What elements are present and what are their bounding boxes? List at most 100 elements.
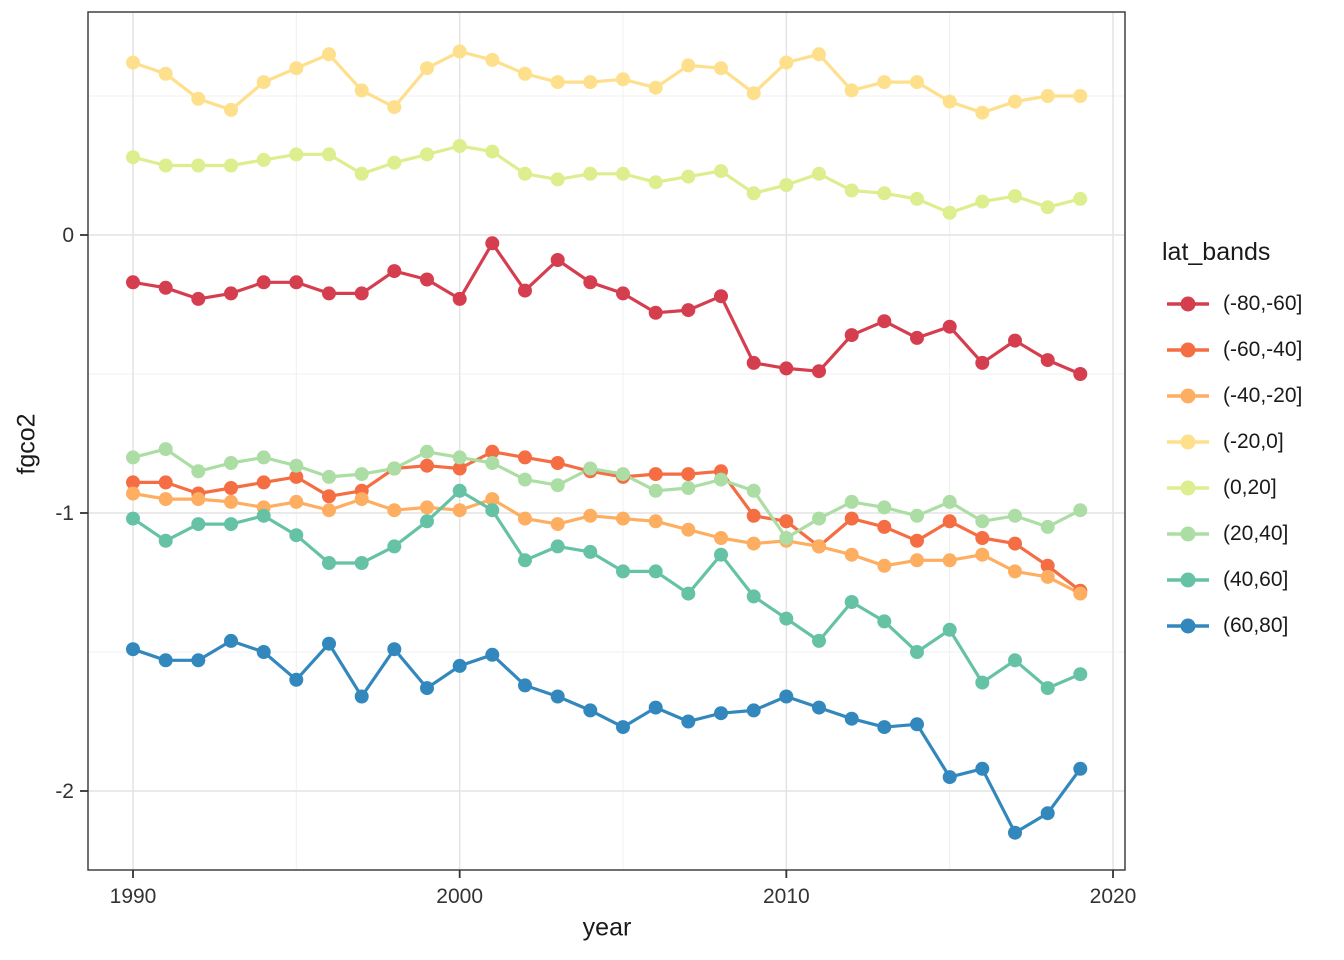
data-point: [779, 531, 794, 545]
data-point: [420, 272, 434, 287]
data-point: [844, 511, 859, 526]
data-point: [289, 147, 304, 162]
data-point: [942, 514, 957, 529]
data-point: [452, 450, 467, 465]
legend-items: (-80,-60] (-60,-40] (-40,-20] (-20,0] (0,20]…: [1160, 281, 1344, 649]
data-point: [387, 155, 402, 170]
data-point: [1008, 333, 1022, 348]
grid-major: [88, 12, 1125, 870]
data-point: [550, 253, 565, 267]
data-point: [550, 539, 565, 554]
data-point: [191, 291, 206, 306]
data-point: [387, 461, 402, 476]
data-point: [714, 472, 728, 487]
data-point: [1073, 761, 1088, 776]
data-point: [910, 717, 924, 732]
data-point: [387, 539, 402, 554]
data-point: [877, 558, 892, 573]
data-point: [746, 703, 761, 718]
data-point: [942, 553, 957, 568]
data-point: [322, 489, 336, 504]
legend-key-swatch: [1167, 526, 1209, 542]
data-point: [910, 553, 924, 568]
data-point: [877, 720, 892, 735]
data-point: [191, 464, 206, 479]
data-point: [877, 519, 892, 534]
legend-key-swatch: [1167, 572, 1209, 588]
data-point: [452, 139, 467, 153]
legend-key-swatch: [1167, 296, 1209, 312]
legend-item: (0,20]: [1160, 465, 1344, 511]
data-point: [746, 355, 761, 370]
data-point: [322, 469, 336, 484]
data-point: [518, 511, 532, 526]
data-point: [583, 508, 598, 523]
data-point: [158, 280, 173, 295]
data-point: [1008, 508, 1022, 523]
legend-item-label: (40,60]: [1223, 568, 1289, 591]
legend-item-label: (20,40]: [1223, 522, 1289, 545]
data-point: [1073, 367, 1088, 381]
data-point: [844, 494, 859, 509]
data-point: [289, 61, 304, 76]
data-point: [681, 467, 696, 482]
legend: lat_bands (-80,-60] (-60,-40] (-40,-20] (-2…: [1160, 238, 1344, 649]
data-point: [681, 169, 696, 184]
data-point: [910, 75, 924, 90]
data-point: [387, 642, 402, 657]
data-point: [1008, 653, 1022, 668]
data-point: [942, 94, 957, 109]
data-point: [1040, 519, 1055, 534]
series-line-7: [131, 639, 1082, 835]
data-point: [452, 503, 467, 518]
y-tick-label: -1: [55, 502, 74, 525]
data-point: [224, 517, 238, 532]
data-point: [289, 672, 304, 687]
data-point: [583, 461, 598, 476]
legend-item: (20,40]: [1160, 511, 1344, 557]
data-point: [452, 44, 467, 59]
data-point: [158, 475, 173, 490]
data-point: [126, 55, 140, 70]
data-point: [322, 503, 336, 518]
data-point: [975, 355, 990, 370]
data-point: [256, 75, 271, 90]
data-point: [844, 183, 859, 198]
data-point: [354, 689, 369, 704]
x-axis-tick-labels: 1990 2000 2010 2020: [110, 885, 1137, 908]
data-point: [1040, 353, 1055, 368]
data-point: [224, 633, 238, 648]
data-point: [910, 191, 924, 206]
data-point: [420, 458, 434, 473]
x-tick-label: 2020: [1090, 885, 1137, 908]
data-point: [354, 556, 369, 570]
data-point: [550, 172, 565, 187]
data-point: [518, 472, 532, 487]
data-point: [746, 483, 761, 498]
data-point: [714, 289, 728, 304]
data-point: [714, 164, 728, 179]
data-point: [812, 700, 826, 715]
data-point: [452, 483, 467, 498]
data-point: [583, 75, 598, 90]
data-point: [518, 553, 532, 568]
data-point: [714, 547, 728, 562]
legend-title: lat_bands: [1162, 238, 1271, 266]
data-point: [420, 444, 434, 459]
data-point: [648, 175, 663, 190]
data-point: [191, 158, 206, 173]
data-point: [616, 564, 630, 579]
data-point: [681, 481, 696, 495]
data-point: [158, 158, 173, 173]
data-point: [910, 330, 924, 345]
data-point: [224, 481, 238, 495]
data-point: [1040, 681, 1055, 696]
data-point: [452, 658, 467, 673]
data-point: [1040, 89, 1055, 103]
data-point: [583, 544, 598, 559]
legend-item: (-60,-40]: [1160, 327, 1344, 373]
data-point: [518, 678, 532, 693]
data-point: [256, 152, 271, 167]
data-point: [322, 286, 336, 301]
data-point: [1008, 189, 1022, 204]
